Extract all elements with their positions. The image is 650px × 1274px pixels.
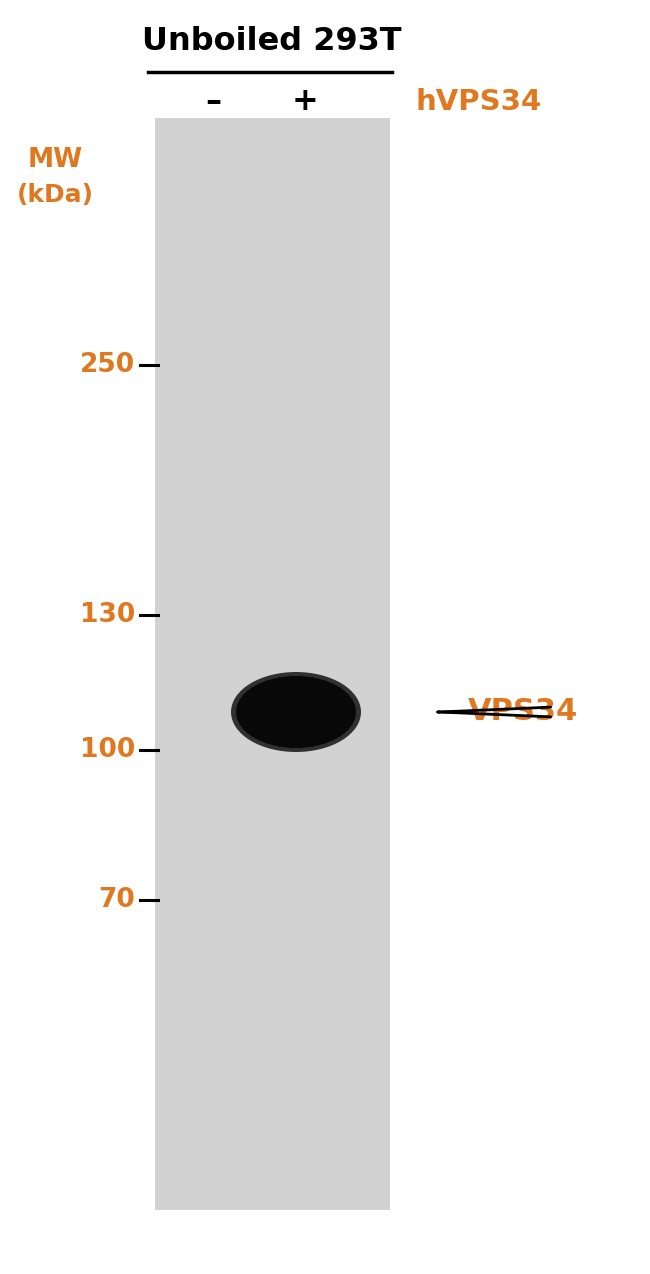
Text: MW: MW [27, 147, 83, 173]
Text: hVPS34: hVPS34 [415, 88, 541, 116]
Ellipse shape [231, 671, 361, 752]
Ellipse shape [236, 676, 356, 748]
Text: 250: 250 [80, 352, 135, 378]
Text: (kDa): (kDa) [16, 183, 94, 206]
Text: Unboiled 293T: Unboiled 293T [142, 27, 402, 57]
Text: VPS34: VPS34 [468, 697, 578, 726]
Text: 100: 100 [80, 736, 135, 763]
Bar [155, 118, 390, 1210]
Text: 130: 130 [80, 603, 135, 628]
Text: +: + [292, 87, 318, 117]
Text: –: – [205, 87, 221, 117]
Text: 70: 70 [98, 887, 135, 913]
